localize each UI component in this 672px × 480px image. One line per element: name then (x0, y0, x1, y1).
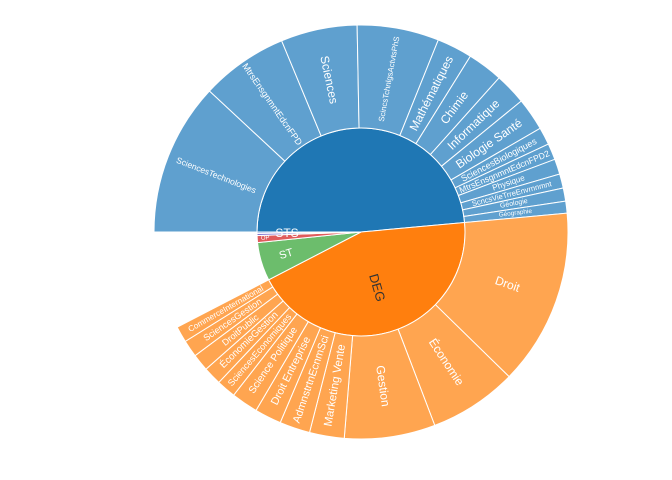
label-sts: STS (275, 226, 298, 240)
label-st: ST (278, 246, 295, 262)
label-sts-geographie: Géographie (498, 208, 532, 219)
label-sts-geologie: Géologie (500, 198, 529, 210)
sector-deg-commerceinternational[interactable] (176, 279, 274, 343)
label-op: OP (261, 235, 270, 242)
label-deg-gestion: Gestion (373, 364, 393, 407)
